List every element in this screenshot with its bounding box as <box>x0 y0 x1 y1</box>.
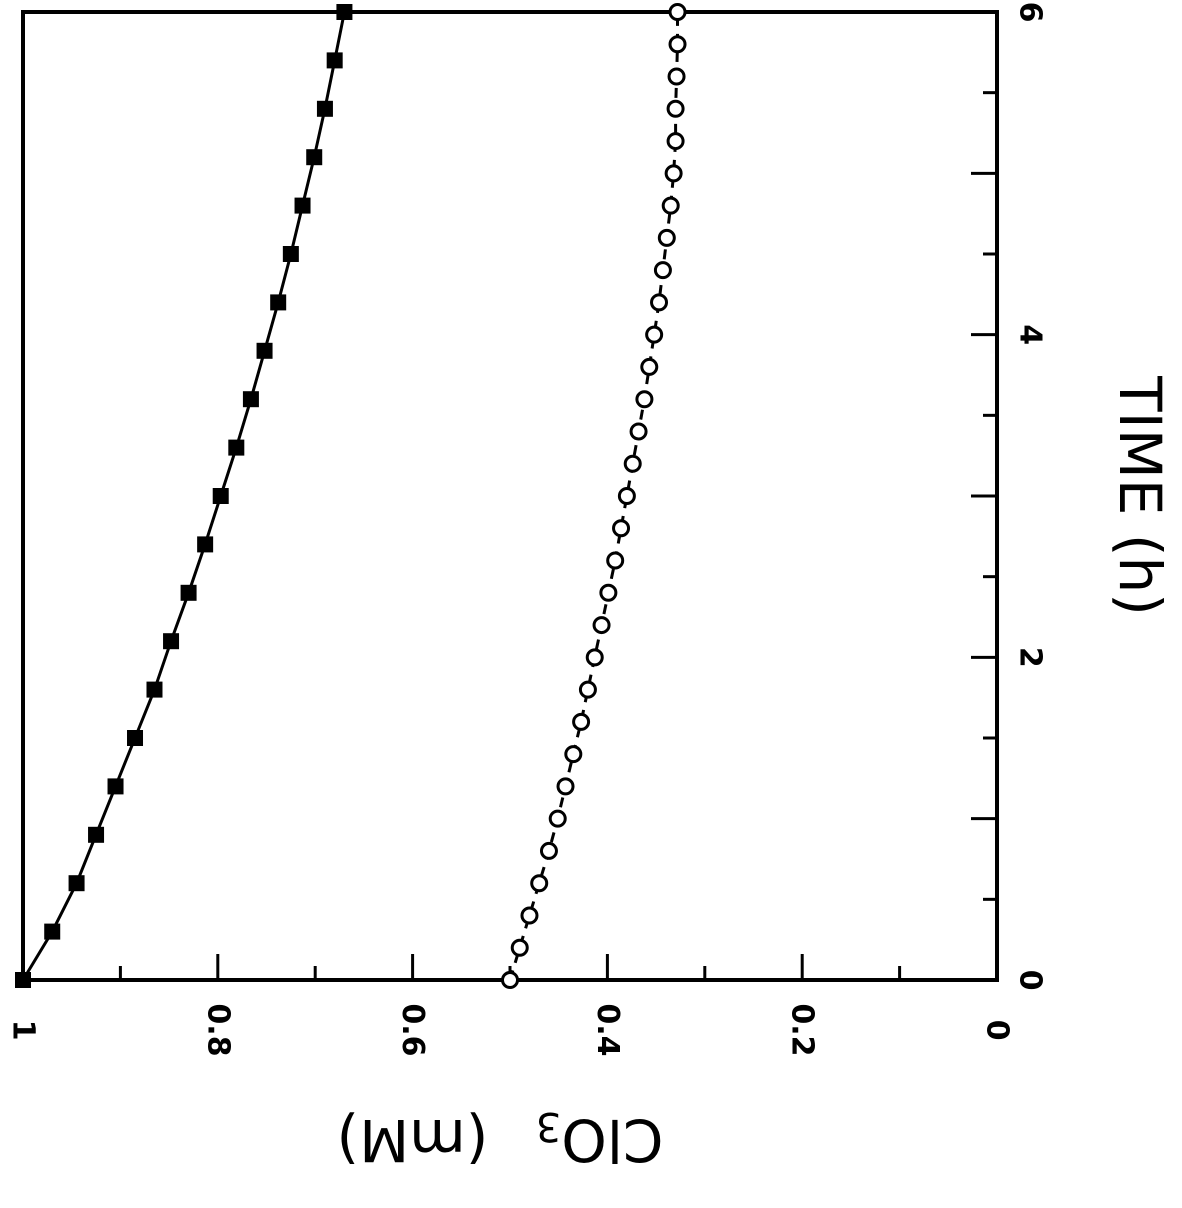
data-point-square <box>163 633 180 650</box>
data-point-circle <box>668 3 687 21</box>
series-line-2 <box>508 12 679 981</box>
data-point-circle <box>612 519 631 538</box>
data-point-circle <box>599 583 618 602</box>
data-point-circle <box>666 132 685 151</box>
data-point-square <box>294 197 311 214</box>
data-point-square <box>282 246 299 262</box>
data-point-circle <box>666 99 685 118</box>
data-point-square <box>242 391 259 408</box>
data-point-circle <box>606 551 625 570</box>
data-point-circle <box>661 196 680 215</box>
axis-ticks <box>21 10 999 982</box>
y-tick-label: 0.6 <box>395 1003 430 1056</box>
data-point-square <box>180 584 197 601</box>
data-point-square <box>15 972 31 988</box>
data-point-square <box>336 4 353 20</box>
data-point-circle <box>564 745 583 764</box>
x-tick-label: 4 <box>1013 324 1048 345</box>
data-point-circle <box>617 487 636 505</box>
data-point-circle <box>650 293 669 312</box>
data-point-circle <box>585 648 604 667</box>
data-point-circle <box>664 164 683 183</box>
data-point-square <box>316 100 333 117</box>
data-point-circle <box>635 390 654 409</box>
x-tick-label: 6 <box>1013 2 1048 23</box>
data-point-circle <box>548 809 567 828</box>
data-point-circle <box>530 874 549 893</box>
data-point-square <box>228 439 245 456</box>
data-point-circle <box>657 228 676 247</box>
x-tick-label: 2 <box>1013 647 1048 668</box>
data-point-square <box>270 294 287 311</box>
data-point-circle <box>578 680 597 699</box>
y-tick-label: 0.2 <box>785 1003 820 1056</box>
data-point-square <box>107 778 124 795</box>
data-point-circle <box>510 938 529 957</box>
data-point-circle <box>653 261 672 280</box>
data-point-circle <box>520 906 539 925</box>
data-point-square <box>306 149 323 166</box>
data-point-square <box>44 923 61 940</box>
tick-labels: 0 2 4 6 0 0.2 0.4 0.6 0.8 1 <box>6 2 1048 1057</box>
y-tick-label: 0 <box>980 1020 1015 1041</box>
y-tick-label: 1 <box>6 1020 41 1041</box>
plot-frame <box>21 10 999 982</box>
axis-titles: TIME (h) ClO3 (mM) <box>337 375 1174 1174</box>
data-point-circle <box>667 67 686 86</box>
data-point-circle <box>640 357 659 376</box>
x-axis-title: TIME (h) <box>1106 375 1174 616</box>
data-point-square <box>326 52 343 69</box>
data-point-square <box>146 681 163 698</box>
data-point-square <box>127 730 144 746</box>
data-series <box>15 3 687 989</box>
data-point-circle <box>668 35 687 54</box>
data-point-square <box>88 826 105 843</box>
data-point-circle <box>629 422 648 441</box>
data-point-circle <box>572 712 591 731</box>
data-point-circle <box>501 971 519 989</box>
data-point-square <box>256 342 273 359</box>
data-point-square <box>68 875 85 892</box>
data-point-circle <box>592 616 611 635</box>
series-line-1 <box>21 11 346 981</box>
y-tick-label: 0.8 <box>200 1003 235 1056</box>
data-point-square <box>212 488 229 504</box>
data-point-square <box>197 536 214 553</box>
data-point-circle <box>556 777 575 796</box>
y-tick-label: 0.4 <box>590 1003 625 1056</box>
data-point-circle <box>623 454 642 473</box>
data-point-circle <box>539 841 558 860</box>
y-axis-title: ClO3 (mM) <box>337 1103 664 1174</box>
x-tick-label: 0 <box>1013 970 1048 991</box>
data-point-circle <box>645 325 664 344</box>
